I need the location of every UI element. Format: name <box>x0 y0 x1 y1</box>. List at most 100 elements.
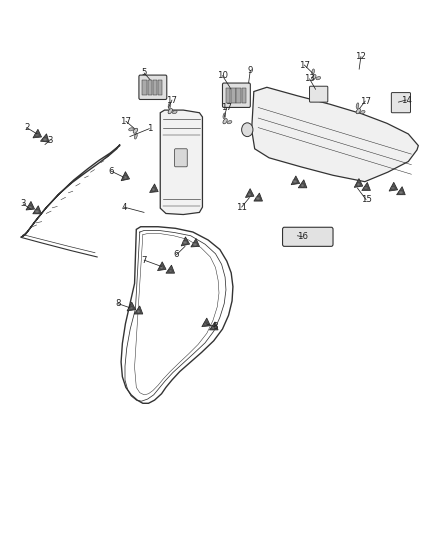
Bar <box>242 88 246 103</box>
Bar <box>35 210 39 213</box>
Ellipse shape <box>173 110 177 114</box>
Ellipse shape <box>356 109 360 114</box>
Bar <box>43 138 46 141</box>
Text: 17: 17 <box>360 96 371 106</box>
Polygon shape <box>362 182 371 190</box>
Text: 7: 7 <box>141 256 147 265</box>
Ellipse shape <box>168 109 173 114</box>
Bar <box>293 181 297 183</box>
Text: 3: 3 <box>21 199 26 208</box>
Ellipse shape <box>312 75 316 80</box>
Text: 8: 8 <box>115 299 121 308</box>
Bar <box>212 326 215 329</box>
Text: 3: 3 <box>47 136 53 145</box>
Polygon shape <box>158 262 166 271</box>
Bar <box>399 191 403 193</box>
Polygon shape <box>166 265 175 273</box>
Text: 6: 6 <box>173 251 179 260</box>
Text: 4: 4 <box>121 203 127 212</box>
Bar <box>392 187 395 189</box>
Polygon shape <box>134 306 143 314</box>
Bar <box>152 189 155 191</box>
Polygon shape <box>252 87 418 182</box>
Polygon shape <box>209 322 218 330</box>
Bar <box>184 241 187 244</box>
FancyBboxPatch shape <box>310 86 328 102</box>
Text: 10: 10 <box>217 71 228 80</box>
Bar <box>256 197 260 200</box>
Bar <box>158 80 162 95</box>
Bar <box>35 134 39 136</box>
Bar <box>129 306 133 309</box>
Text: 1: 1 <box>147 124 152 133</box>
Text: 15: 15 <box>360 195 371 204</box>
Polygon shape <box>389 182 398 191</box>
Bar <box>137 310 140 313</box>
FancyBboxPatch shape <box>139 75 167 100</box>
Text: 14: 14 <box>401 95 412 104</box>
Bar <box>357 183 360 185</box>
FancyBboxPatch shape <box>223 83 251 108</box>
FancyBboxPatch shape <box>175 149 187 167</box>
Bar <box>237 88 241 103</box>
Text: 2: 2 <box>24 123 29 132</box>
Text: 17: 17 <box>299 61 310 69</box>
Text: 6: 6 <box>108 166 114 175</box>
Bar <box>169 270 172 272</box>
Ellipse shape <box>223 119 227 124</box>
Bar <box>148 80 152 95</box>
Text: 12: 12 <box>355 52 366 61</box>
Text: 8: 8 <box>213 322 218 332</box>
Text: 11: 11 <box>236 203 247 212</box>
Polygon shape <box>121 172 130 181</box>
Polygon shape <box>396 187 405 195</box>
Ellipse shape <box>223 113 226 119</box>
Polygon shape <box>33 130 42 138</box>
Text: 17: 17 <box>120 117 131 126</box>
Text: 17: 17 <box>166 95 177 104</box>
Polygon shape <box>160 110 202 215</box>
Polygon shape <box>291 176 300 185</box>
Bar <box>28 206 32 208</box>
Polygon shape <box>354 179 363 188</box>
Bar <box>160 266 163 269</box>
Bar <box>301 184 304 187</box>
FancyBboxPatch shape <box>391 93 410 113</box>
Polygon shape <box>33 206 42 214</box>
Text: 5: 5 <box>141 68 147 77</box>
Bar <box>364 187 368 189</box>
Bar <box>123 176 127 179</box>
Text: 16: 16 <box>297 232 308 241</box>
Ellipse shape <box>316 77 321 80</box>
Bar <box>142 80 147 95</box>
Polygon shape <box>254 193 262 201</box>
Polygon shape <box>26 201 35 210</box>
Ellipse shape <box>227 120 232 124</box>
FancyBboxPatch shape <box>283 227 333 246</box>
Polygon shape <box>181 237 190 246</box>
Ellipse shape <box>168 103 171 109</box>
Bar <box>226 88 230 103</box>
Ellipse shape <box>133 128 138 133</box>
Bar <box>231 88 236 103</box>
Bar <box>204 322 208 325</box>
Polygon shape <box>40 134 49 142</box>
Text: 9: 9 <box>247 66 253 75</box>
Text: 17: 17 <box>221 103 232 112</box>
Polygon shape <box>191 239 199 247</box>
Polygon shape <box>127 302 136 311</box>
Bar <box>248 193 251 196</box>
Polygon shape <box>245 189 254 198</box>
Ellipse shape <box>129 128 134 131</box>
Ellipse shape <box>356 103 359 109</box>
Text: 13: 13 <box>304 74 315 83</box>
Ellipse shape <box>360 110 365 114</box>
Bar <box>193 243 197 246</box>
Polygon shape <box>202 318 210 327</box>
Bar <box>153 80 157 95</box>
Ellipse shape <box>312 69 314 75</box>
Polygon shape <box>298 180 307 188</box>
Polygon shape <box>149 184 158 192</box>
Circle shape <box>242 123 253 136</box>
Ellipse shape <box>134 133 137 139</box>
